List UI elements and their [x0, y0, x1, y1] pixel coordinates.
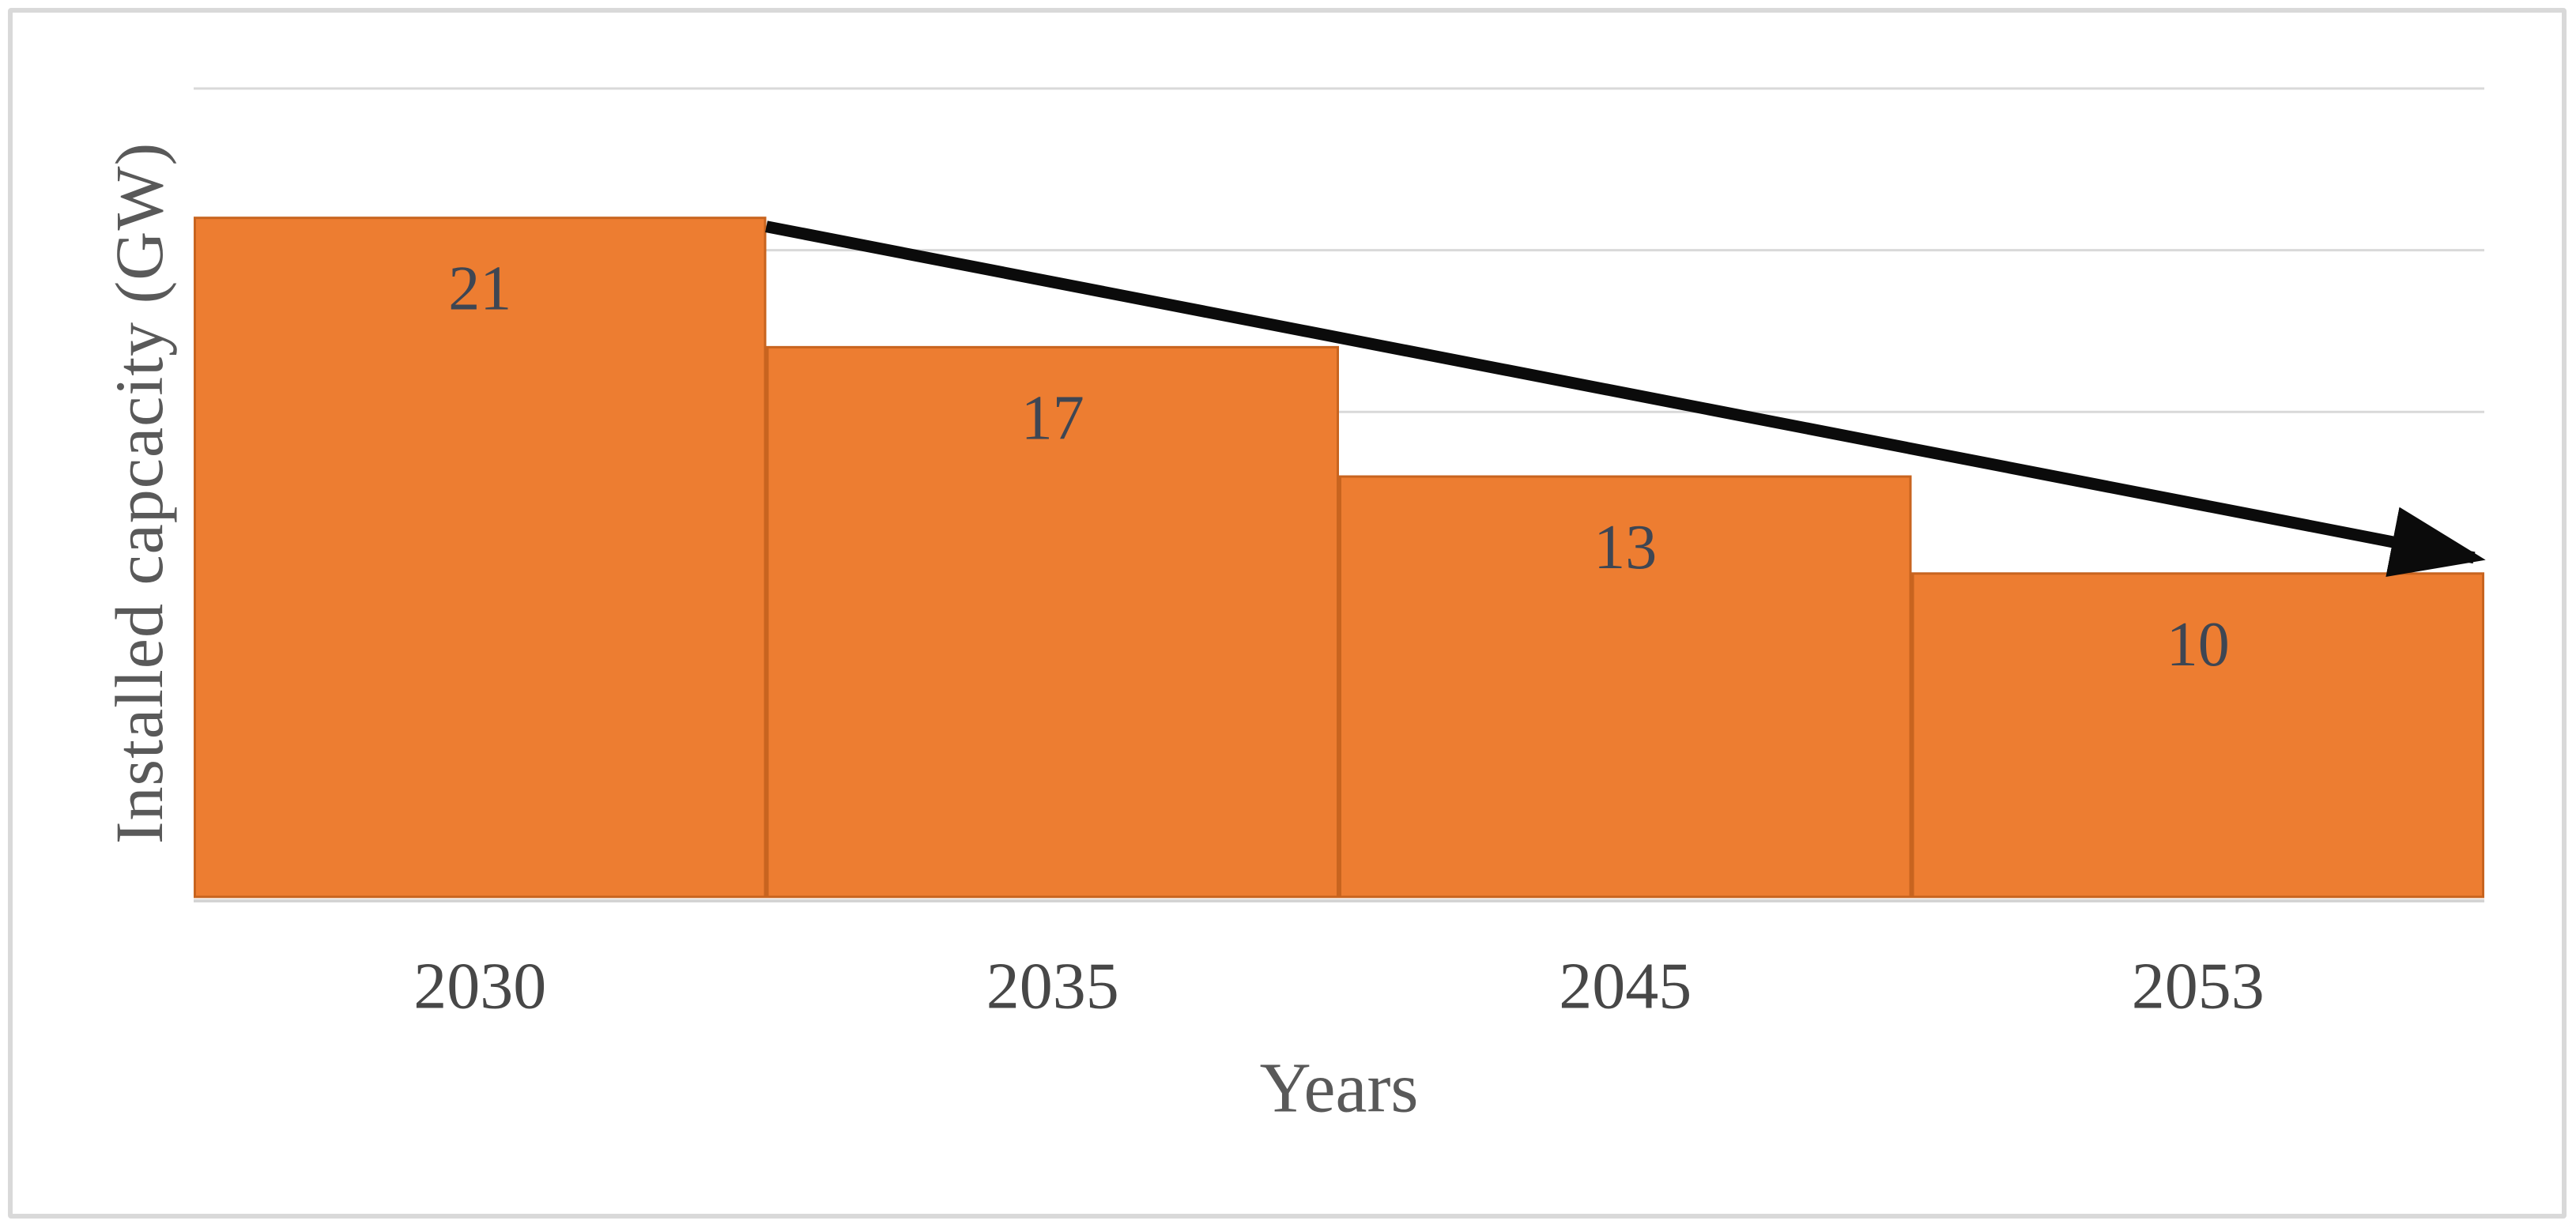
x-axis-title: Years [1259, 1049, 1419, 1128]
x-tick-label: 2053 [2132, 950, 2265, 1023]
bar-value-label: 10 [2167, 610, 2230, 680]
bars-group [194, 217, 2484, 898]
bar [1339, 475, 1912, 898]
bar [766, 345, 1339, 898]
bar-value-label: 13 [1593, 513, 1657, 582]
bar [194, 217, 767, 898]
bar-value-labels-group: 21 17 13 10 [448, 254, 2230, 680]
x-tick-label: 2035 [986, 950, 1119, 1023]
x-tick-label: 2045 [1559, 950, 1692, 1023]
trend-arrow [765, 220, 2486, 577]
x-tick-labels-group: 2030 2035 2045 2053 [413, 950, 2265, 1023]
bar-value-label: 21 [448, 254, 511, 324]
x-tick-label: 2030 [413, 950, 546, 1023]
bar [1911, 572, 2484, 898]
y-axis-title: Installed capcacity (GW) [101, 141, 177, 845]
bar-value-label: 17 [1021, 383, 1084, 453]
